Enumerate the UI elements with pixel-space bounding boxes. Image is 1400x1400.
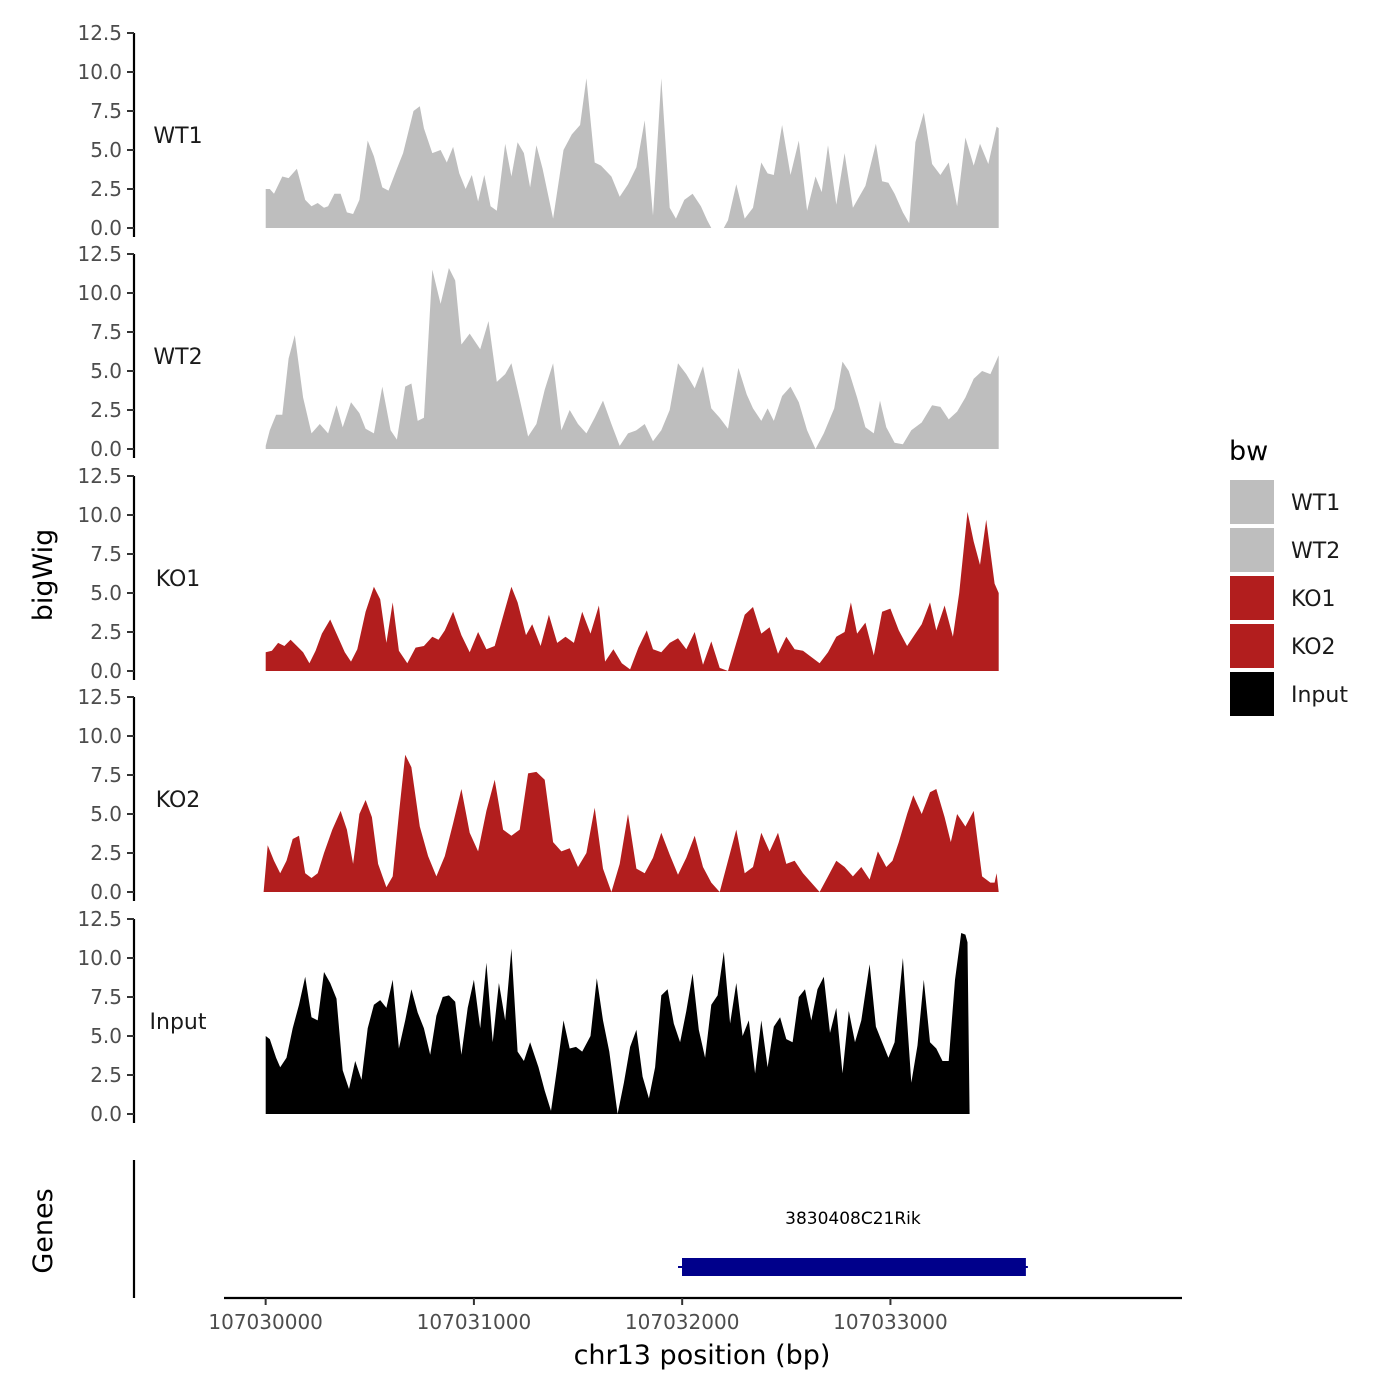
panel-label-ko2: KO2 — [156, 788, 201, 813]
x-axis: 107030000 107031000 107032000 107033000 — [208, 1296, 1182, 1334]
x-tick-label: 107032000 — [625, 1310, 740, 1334]
y-tick-label: 12.5 — [77, 685, 122, 709]
y-tick-label: 10.0 — [77, 503, 122, 527]
area-ko2 — [263, 754, 999, 892]
legend-swatch — [1230, 480, 1274, 524]
legend-swatch — [1230, 528, 1274, 572]
y-tick-label: 0.0 — [90, 437, 122, 461]
y-tick-label: 2.5 — [90, 398, 122, 422]
y-tick-label: 7.5 — [90, 320, 122, 344]
legend-swatch — [1230, 624, 1274, 668]
legend-label: KO1 — [1291, 587, 1336, 612]
legend-item-wt1: WT1 — [1230, 480, 1340, 524]
panel-label-ko1: KO1 — [156, 567, 201, 592]
genes-axis-title: Genes — [28, 1188, 59, 1273]
y-tick-label: 2.5 — [90, 1063, 122, 1087]
y-axis-title: bigWig — [28, 529, 59, 622]
y-tick-label: 10.0 — [77, 281, 122, 305]
legend-item-ko1: KO1 — [1230, 576, 1336, 620]
y-tick-label: 7.5 — [90, 985, 122, 1009]
area-wt2 — [265, 268, 999, 449]
legend-title: bw — [1229, 436, 1268, 467]
y-tick-label: 10.0 — [77, 946, 122, 970]
area-input — [265, 933, 970, 1114]
legend-item-ko2: KO2 — [1230, 624, 1336, 668]
panel-wt2: 0.0 2.5 5.0 7.5 10.0 12.5 WT2 — [77, 242, 999, 461]
y-tick-label: 5.0 — [90, 359, 122, 383]
y-tick-label: 10.0 — [77, 60, 122, 84]
y-tick-label: 5.0 — [90, 1024, 122, 1048]
legend-label: WT1 — [1291, 491, 1340, 516]
area-ko1 — [265, 511, 999, 671]
panel-ko1: 0.0 2.5 5.0 7.5 10.0 12.5 KO1 — [77, 464, 999, 683]
gene-exon — [682, 1258, 1026, 1276]
panel-ko2: 0.0 2.5 5.0 7.5 10.0 12.5 KO2 — [77, 685, 999, 904]
legend-label: Input — [1291, 683, 1348, 708]
legend-swatch — [1230, 576, 1274, 620]
y-tick-label: 5.0 — [90, 581, 122, 605]
legend-label: KO2 — [1291, 635, 1336, 660]
signal-panels: 0.0 2.5 5.0 7.5 10.0 12.5 WT1 0.0 2.5 5.0 7.5 10.0 1… — [77, 21, 999, 1126]
y-tick-label: 12.5 — [77, 464, 122, 488]
y-tick-label: 7.5 — [90, 763, 122, 787]
panel-input: 0.0 2.5 5.0 7.5 10.0 12.5 Input — [77, 907, 970, 1126]
genes-track: 3830408C21Rik — [132, 1160, 1028, 1298]
x-axis-title: chr13 position (bp) — [574, 1340, 831, 1371]
x-tick-label: 107033000 — [833, 1310, 948, 1334]
legend-swatch — [1230, 672, 1274, 716]
y-tick-label: 0.0 — [90, 216, 122, 240]
y-tick-label: 10.0 — [77, 724, 122, 748]
legend-item-input: Input — [1230, 672, 1348, 716]
y-tick-label: 2.5 — [90, 841, 122, 865]
y-tick-label: 12.5 — [77, 242, 122, 266]
legend: bw WT1 WT2 KO1 KO2 Input — [1229, 436, 1348, 716]
panel-label-wt1: WT1 — [153, 124, 202, 149]
y-tick-label: 5.0 — [90, 138, 122, 162]
x-tick-label: 107031000 — [417, 1310, 532, 1334]
panel-label-input: Input — [150, 1010, 207, 1035]
y-tick-label: 7.5 — [90, 99, 122, 123]
y-tick-label: 7.5 — [90, 542, 122, 566]
y-tick-label: 0.0 — [90, 659, 122, 683]
y-tick-label: 2.5 — [90, 620, 122, 644]
x-tick-label: 107030000 — [208, 1310, 323, 1334]
y-tick-label: 2.5 — [90, 177, 122, 201]
panel-wt1: 0.0 2.5 5.0 7.5 10.0 12.5 WT1 — [77, 21, 999, 240]
panel-label-wt2: WT2 — [153, 345, 202, 370]
y-tick-label: 0.0 — [90, 880, 122, 904]
legend-label: WT2 — [1291, 539, 1340, 564]
y-tick-label: 12.5 — [77, 21, 122, 45]
y-tick-label: 12.5 — [77, 907, 122, 931]
legend-item-wt2: WT2 — [1230, 528, 1340, 572]
y-tick-label: 5.0 — [90, 802, 122, 826]
y-tick-label: 0.0 — [90, 1102, 122, 1126]
gene-3830408C21Rik: 3830408C21Rik — [678, 1209, 1028, 1276]
gene-label: 3830408C21Rik — [785, 1209, 921, 1229]
area-wt1 — [265, 78, 999, 228]
